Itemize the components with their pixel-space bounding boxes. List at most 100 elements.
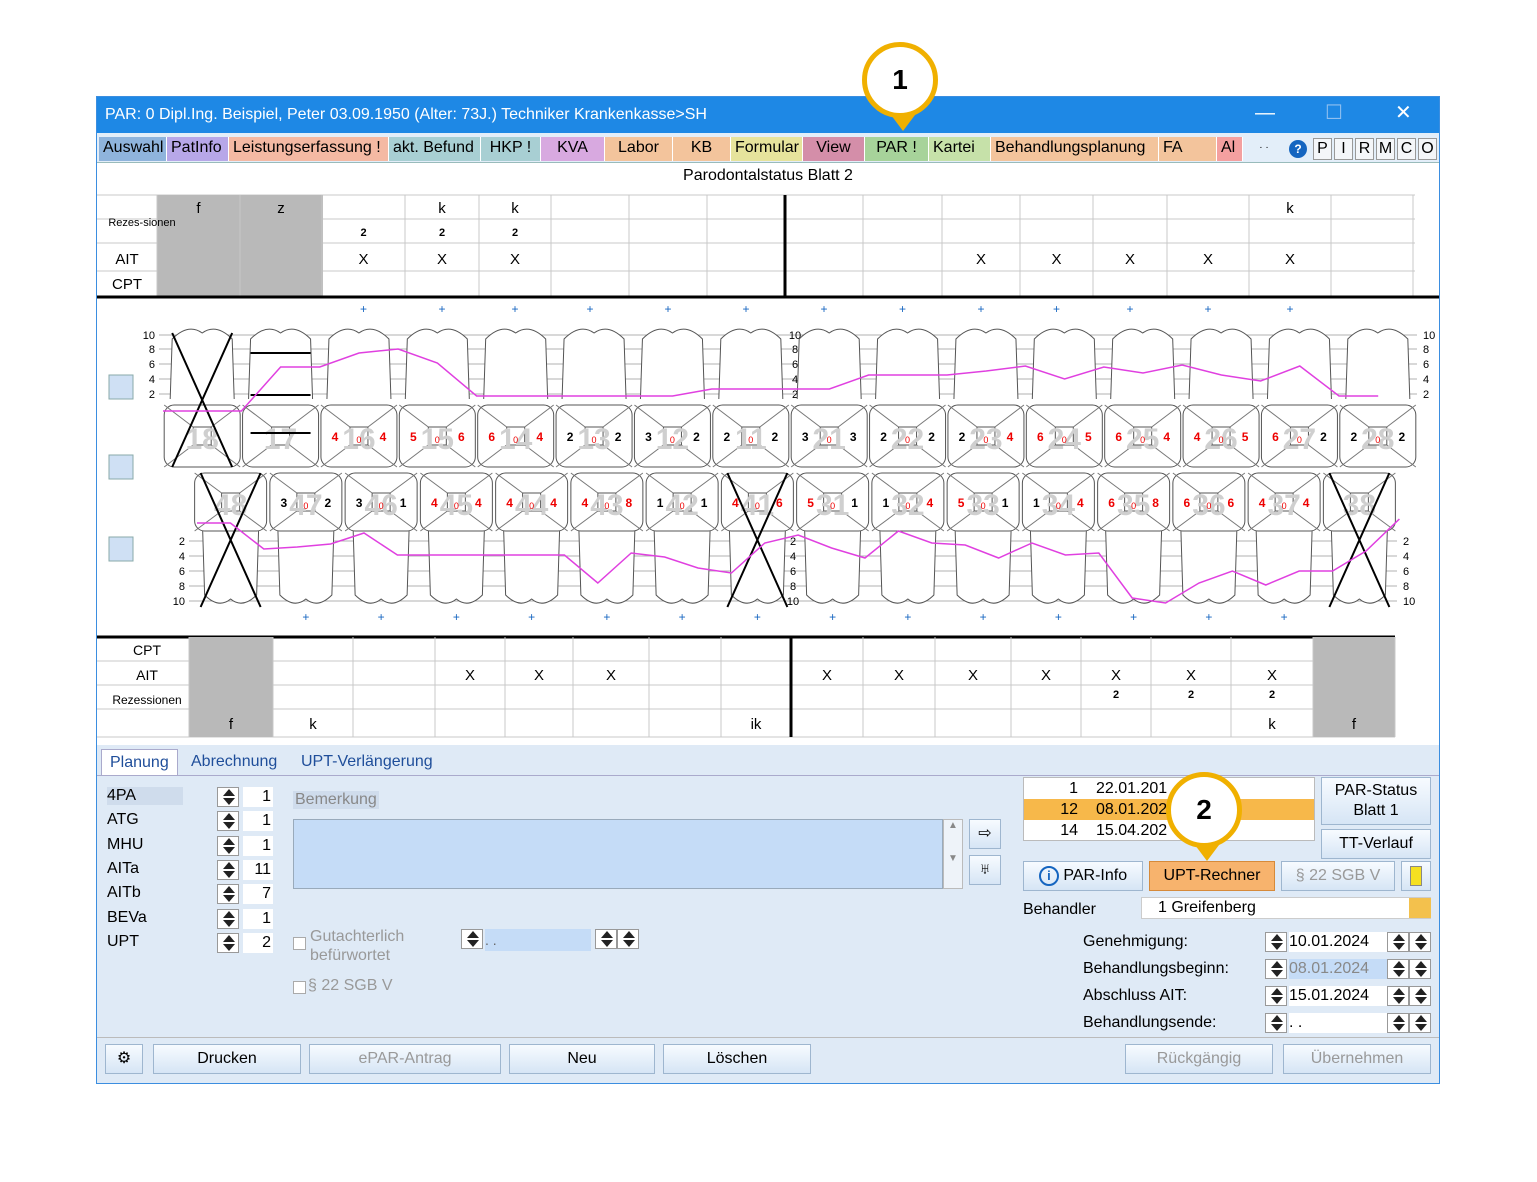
counter-value[interactable]: 1: [243, 811, 273, 832]
minimize-button[interactable]: —: [1255, 102, 1275, 124]
lower-tab-1[interactable]: Abrechnung: [191, 753, 278, 770]
tab-13[interactable]: FA: [1159, 137, 1217, 161]
tooth-button[interactable]: ♅: [969, 855, 1001, 885]
behandler-dropdown-icon[interactable]: [1409, 898, 1431, 918]
date-spin-a[interactable]: [1387, 932, 1409, 952]
settings-button[interactable]: ⚙: [105, 1044, 143, 1074]
sgb-button[interactable]: § 22 SGB V: [1281, 861, 1395, 891]
pencil-icon[interactable]: [108, 374, 134, 400]
tab-7[interactable]: KB: [673, 137, 731, 161]
tab-4[interactable]: HKP !: [481, 137, 541, 161]
lower-bottom-cell: f: [1352, 716, 1357, 733]
tab-3[interactable]: akt. Befund: [389, 137, 481, 161]
rueckgaengig-button[interactable]: Rückgängig: [1125, 1044, 1273, 1074]
tab-5[interactable]: KVA: [541, 137, 605, 161]
uebernehmen-button[interactable]: Übernehmen: [1283, 1044, 1431, 1074]
par-list-row[interactable]: 14 15.04.202: [1024, 820, 1314, 841]
tab-9[interactable]: View: [803, 137, 865, 161]
tab-6[interactable]: Labor: [605, 137, 673, 161]
svg-text:0: 0: [356, 435, 361, 445]
tab-11[interactable]: Kartei: [929, 137, 991, 161]
right-button-m[interactable]: M: [1376, 138, 1395, 160]
counter-spin[interactable]: [217, 859, 239, 880]
lower-ait-cell: X: [1186, 667, 1196, 684]
counter-value[interactable]: 2: [243, 932, 273, 953]
counter-spin[interactable]: [217, 811, 239, 832]
gutachter-checkbox[interactable]: [293, 937, 306, 950]
date-spin-b[interactable]: [1409, 986, 1431, 1006]
bemerkung-textarea[interactable]: [293, 819, 943, 889]
gutachter-spin-b[interactable]: [617, 929, 639, 949]
date-spin-b[interactable]: [1409, 932, 1431, 952]
right-button-o[interactable]: O: [1418, 138, 1437, 160]
upt-rechner-button[interactable]: UPT-Rechner: [1149, 861, 1275, 891]
neu-button[interactable]: Neu: [509, 1044, 655, 1074]
date-field-3[interactable]: . .: [1289, 1013, 1387, 1033]
date-spin-left[interactable]: [1265, 986, 1287, 1006]
right-button-r[interactable]: R: [1355, 138, 1374, 160]
date-spin-left[interactable]: [1265, 959, 1287, 979]
date-spin-a[interactable]: [1387, 959, 1409, 979]
sgb-checkbox[interactable]: [293, 981, 306, 994]
counter-spin[interactable]: [217, 787, 239, 807]
drucken-button[interactable]: Drucken: [153, 1044, 301, 1074]
pocket-right: 1: [851, 496, 858, 510]
date-spin-a[interactable]: [1387, 986, 1409, 1006]
help-icon[interactable]: ?: [1289, 140, 1307, 158]
lower-tab-0[interactable]: Planung: [101, 749, 178, 775]
counter-value[interactable]: 1: [243, 908, 273, 929]
right-button-c[interactable]: C: [1397, 138, 1416, 160]
lower-tooth-number: 44: [515, 489, 549, 522]
scale-lower-mid: 4: [790, 551, 796, 563]
tab-8[interactable]: Formular: [731, 137, 803, 161]
pencil-icon[interactable]: [108, 536, 134, 562]
tab-12[interactable]: Behandlungsplanung: [991, 137, 1159, 161]
counter-value[interactable]: 1: [243, 787, 273, 807]
close-button[interactable]: ✕: [1395, 102, 1412, 124]
counter-value[interactable]: 1: [243, 835, 273, 856]
date-field-2[interactable]: 15.01.2024: [1289, 986, 1387, 1006]
loeschen-button[interactable]: Löschen: [663, 1044, 811, 1074]
date-spin-b[interactable]: [1409, 1013, 1431, 1033]
right-button-p[interactable]: P: [1313, 138, 1332, 160]
par-status-button[interactable]: PAR-Status Blatt 1: [1321, 777, 1431, 825]
maximize-button[interactable]: ☐: [1325, 102, 1343, 124]
date-spin-b[interactable]: [1409, 959, 1431, 979]
lower-tab-2[interactable]: UPT-Verlängerung: [301, 753, 433, 770]
gutachter-spin-left[interactable]: [461, 929, 483, 949]
counter-spin[interactable]: [217, 908, 239, 929]
clipboard-button[interactable]: [1401, 861, 1431, 891]
tab-scroll[interactable]: · ·: [1259, 142, 1269, 153]
tab-2[interactable]: Leistungserfassung !: [229, 137, 389, 161]
tt-verlauf-button[interactable]: TT-Verlauf: [1321, 829, 1431, 859]
date-field-1[interactable]: 08.01.2024: [1289, 959, 1387, 979]
tab-0[interactable]: Auswahl: [99, 137, 167, 161]
scale-lower-mid: 6: [790, 566, 796, 578]
globe-icon[interactable]: [108, 454, 134, 480]
lower-ait-cell: X: [606, 667, 616, 684]
tab-1[interactable]: PatInfo: [167, 137, 229, 161]
date-spin-left[interactable]: [1265, 932, 1287, 952]
tab-14[interactable]: Al: [1217, 137, 1243, 161]
pocket-right: 4: [536, 430, 543, 444]
behandler-select[interactable]: 1 Greifenberg: [1141, 897, 1431, 919]
gutachter-spin-a[interactable]: [595, 929, 617, 949]
date-field-0[interactable]: 10.01.2024: [1289, 932, 1387, 952]
par-info-button[interactable]: i PAR-Info: [1023, 861, 1143, 891]
par-info-label: PAR-Info: [1063, 867, 1128, 884]
row-label-cpt-lower: CPT: [133, 642, 161, 658]
date-spin-a[interactable]: [1387, 1013, 1409, 1033]
par-list-row[interactable]: 1 22.01.201: [1024, 778, 1314, 799]
date-spin-left[interactable]: [1265, 1013, 1287, 1033]
tab-10[interactable]: PAR !: [865, 137, 929, 161]
right-button-i[interactable]: I: [1334, 138, 1353, 160]
counter-value[interactable]: 11: [243, 859, 273, 880]
epar-antrag-button[interactable]: ePAR-Antrag: [309, 1044, 501, 1074]
counter-value[interactable]: 7: [243, 884, 273, 905]
counter-spin[interactable]: [217, 884, 239, 905]
counter-spin[interactable]: [217, 932, 239, 953]
counter-spin[interactable]: [217, 835, 239, 856]
gutachter-date-field[interactable]: . .: [485, 929, 591, 951]
arrow-right-button[interactable]: ⇨: [969, 819, 1001, 849]
bemerkung-scrollbar[interactable]: ▲ ▼: [943, 819, 963, 889]
